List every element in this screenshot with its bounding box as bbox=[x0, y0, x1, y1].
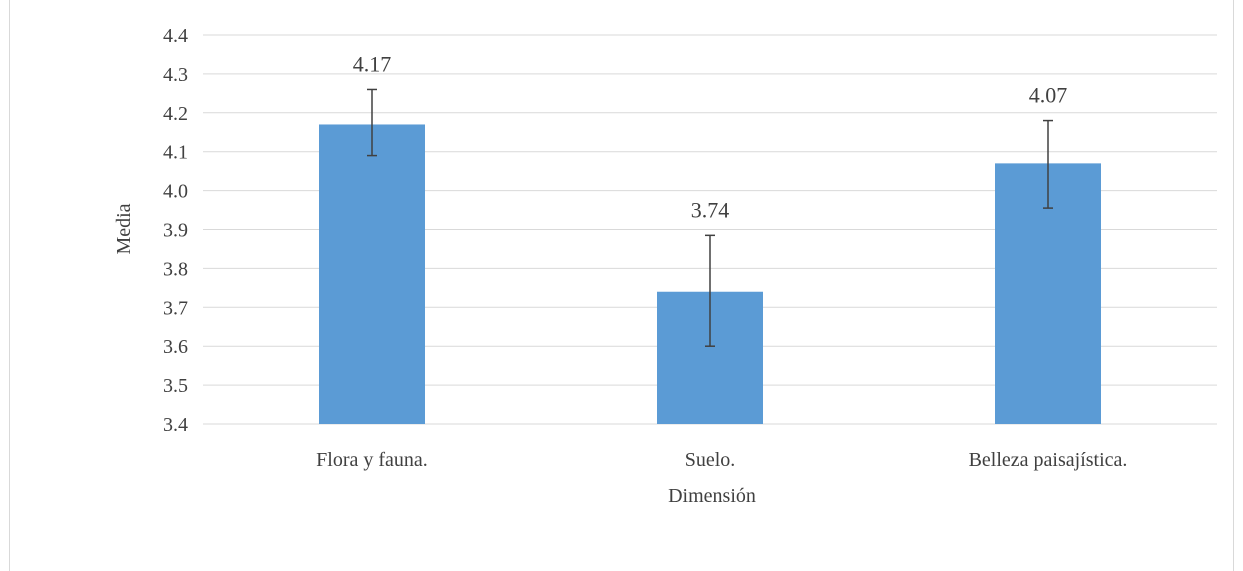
bar-chart: 3.4 3.5 3.6 3.7 3.8 3.9 4.0 4.1 4.2 4.3 4.4 4.17 3.… bbox=[113, 25, 1217, 507]
y-tick-label: 4.3 bbox=[163, 64, 188, 86]
y-tick-label: 4.1 bbox=[163, 142, 188, 164]
y-tick-label: 3.4 bbox=[163, 414, 188, 436]
data-label: 3.74 bbox=[691, 197, 730, 222]
x-category-label: Belleza paisajística. bbox=[969, 449, 1128, 471]
x-axis-categories: Flora y fauna. Suelo. Belleza paisajística… bbox=[316, 449, 1127, 471]
x-category-label: Suelo. bbox=[685, 449, 736, 471]
error-bar bbox=[367, 88, 377, 157]
data-label: 4.07 bbox=[1029, 83, 1068, 108]
error-bars bbox=[367, 88, 1053, 347]
y-tick-label: 3.9 bbox=[163, 220, 188, 242]
x-axis-title: Dimensión bbox=[668, 485, 756, 507]
y-axis-ticks: 3.4 3.5 3.6 3.7 3.8 3.9 4.0 4.1 4.2 4.3 4.4 bbox=[163, 25, 188, 436]
y-tick-label: 4.2 bbox=[163, 103, 188, 125]
error-bar bbox=[1043, 119, 1053, 209]
data-labels: 4.17 3.74 4.07 bbox=[353, 51, 1068, 222]
bar bbox=[319, 124, 425, 424]
error-bar bbox=[705, 234, 715, 347]
x-category-label: Flora y fauna. bbox=[316, 449, 428, 471]
y-tick-label: 4.4 bbox=[163, 25, 188, 47]
data-label: 4.17 bbox=[353, 51, 392, 76]
y-axis-title: Media bbox=[113, 203, 135, 254]
y-tick-label: 3.6 bbox=[163, 336, 188, 358]
y-tick-label: 3.8 bbox=[163, 258, 188, 280]
chart-frame: 3.4 3.5 3.6 3.7 3.8 3.9 4.0 4.1 4.2 4.3 4.4 4.17 3.… bbox=[9, 0, 1234, 571]
y-tick-label: 3.7 bbox=[163, 297, 188, 319]
y-tick-label: 3.5 bbox=[163, 375, 188, 397]
y-tick-label: 4.0 bbox=[163, 181, 188, 203]
